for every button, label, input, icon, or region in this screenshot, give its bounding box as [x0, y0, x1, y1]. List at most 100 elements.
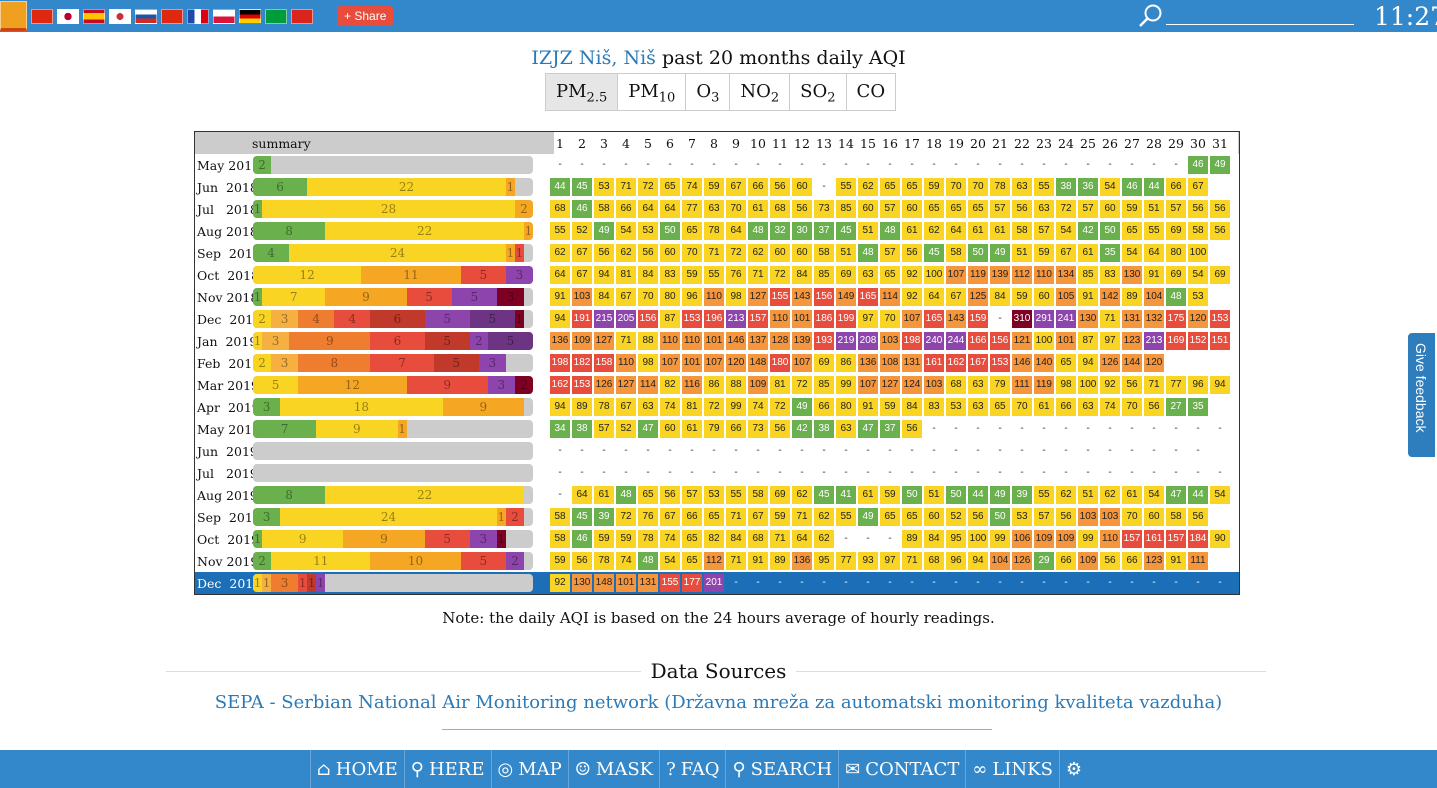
tab-o3[interactable]: O3 — [685, 74, 730, 110]
day-empty: - — [1130, 467, 1134, 478]
korea-flag-icon[interactable] — [109, 8, 131, 24]
nav-search[interactable]: ⚲ SEARCH — [725, 750, 838, 788]
give-feedback-button[interactable]: Give feedback — [1406, 331, 1437, 459]
summary-segment: 1 — [307, 574, 317, 592]
day-empty: - — [822, 159, 826, 170]
nav-contact[interactable]: ✉ CONTACT — [838, 750, 965, 788]
day-empty: - — [580, 467, 584, 478]
day-empty: - — [1130, 423, 1134, 434]
france-flag-icon[interactable] — [187, 8, 209, 24]
source-link[interactable]: SEPA - Serbian National Air Monitoring n… — [214, 692, 1223, 713]
russia-flag-icon[interactable] — [135, 8, 157, 24]
tab-so2[interactable]: SO2 — [789, 74, 846, 110]
day-aqi-cell: 60 — [1034, 288, 1054, 306]
month-row[interactable]: Mar 2019 5 12 9 3 2 162 153 126 127 114 82 116 86 88 10… — [195, 374, 1239, 396]
home-flag-icon[interactable] — [0, 1, 27, 31]
summary-segment: 22 — [325, 222, 524, 240]
search-icon[interactable] — [1138, 3, 1164, 29]
nav-mask[interactable]: ☺ MASK — [567, 750, 659, 788]
summary-segment: 2 — [514, 376, 533, 394]
month-row[interactable]: Dec 2018 2 3 4 4 6 5 5 1 94 191 215 205 156 87 153 196 21… — [195, 308, 1239, 330]
day-empty: - — [602, 159, 606, 170]
month-row[interactable]: Jun 2018 6 22 1 44 45 53 71 72 65 74 59 67 66 56 60-55 6… — [195, 176, 1239, 198]
spain-flag-icon[interactable] — [83, 8, 105, 24]
day-empty: - — [756, 467, 760, 478]
month-row[interactable]: Nov 2019 2 11 10 5 2 59 56 78 74 48 54 65 112 71 91 89 13… — [195, 550, 1239, 572]
month-row[interactable]: May 2019 7 9 1 34 38 57 52 47 60 61 79 66 73 56 42 38 63 4… — [195, 418, 1239, 440]
month-row[interactable]: Jun 2019 - - - - - - - - - - - - - - - - - - - - - - - - - - - - - - — [195, 440, 1239, 462]
day-empty: - — [668, 445, 672, 456]
day-aqi-cell: 137 — [748, 332, 768, 350]
month-row[interactable]: Jul 2018 1 28 2 68 46 58 66 64 64 77 63 70 61 68 56 73 85… — [195, 198, 1239, 220]
month-row[interactable]: Oct 2019 1 9 9 5 3 1 58 46 59 59 78 74 65 82 84 68 71 64 62… — [195, 528, 1239, 550]
month-row[interactable]: Dec 2019 1 1 3 1 1 1 92 130 148 101 131 155 177 201- - -… — [195, 572, 1239, 594]
day-empty: - — [866, 159, 870, 170]
brazil-flag-icon[interactable] — [265, 8, 287, 24]
day-aqi-cell: 156 — [814, 288, 834, 306]
month-row[interactable]: Jan 2019 1 3 9 6 5 2 5 136 109 127 71 88 110 110 101 146… — [195, 330, 1239, 352]
china-flag-icon[interactable] — [31, 8, 53, 24]
day-number: 13 — [816, 136, 832, 151]
day-aqi-cell: 149 — [836, 288, 856, 306]
day-aqi-cell: 99 — [990, 530, 1010, 548]
day-aqi-cell: 56 — [1210, 200, 1230, 218]
summary-segment: 6 — [253, 178, 308, 196]
month-row[interactable]: Sep 2018 4 24 1 1 62 67 56 62 56 60 70 71 72 62 60 60 58 5… — [195, 242, 1239, 264]
month-row[interactable]: Aug 2019 8 22-64 61 48 65 56 57 53 55 58 69 62 45 41 61… — [195, 484, 1239, 506]
month-row[interactable]: Jul 2019 - - - - - - - - - - - - - - - - - - - - - - - - - - - - - - - — [195, 462, 1239, 484]
nav-settings[interactable]: ⚙ — [1058, 750, 1093, 788]
day-aqi-cell: 213 — [726, 310, 746, 328]
day-aqi-cell: 130 — [572, 574, 592, 592]
nav-here[interactable]: ⚲ HERE — [403, 750, 491, 788]
month-row[interactable]: Sep 2019 3 24 1 2 58 45 39 72 76 67 66 65 71 67 59 71 62 5… — [195, 506, 1239, 528]
month-row[interactable]: Nov 2018 1 7 9 5 5 3 91 103 84 67 70 80 96 110 98 127 155… — [195, 286, 1239, 308]
tab-pm25[interactable]: PM2.5 — [546, 74, 618, 110]
poland-flag-icon[interactable] — [213, 8, 235, 24]
day-aqi-cell: 59 — [550, 552, 570, 570]
search-input[interactable] — [1166, 24, 1354, 25]
day-empty: - — [1218, 423, 1222, 434]
station-link[interactable]: IZJZ Niš, Niš — [531, 47, 656, 69]
day-aqi-cell: 71 — [726, 552, 746, 570]
day-aqi-cell: 38 — [572, 420, 592, 438]
nav-map[interactable]: ◎ MAP — [490, 750, 568, 788]
summary-segment: 10 — [370, 552, 461, 570]
day-aqi-cell: 110 — [704, 288, 724, 306]
day-aqi-cell: 60 — [902, 200, 922, 218]
month-row[interactable]: Aug 2018 8 22 1 55 52 49 54 53 50 65 78 64 48 32 30 37 45… — [195, 220, 1239, 242]
day-aqi-cell: 103 — [880, 332, 900, 350]
month-row[interactable]: Oct 2018 12 11 5 3 64 67 94 81 84 83 59 55 76 71 72 84 85… — [195, 264, 1239, 286]
nav-home[interactable]: ⌂ HOME — [310, 750, 404, 788]
faq-icon: ? — [666, 758, 676, 780]
day-aqi-cell: 166 — [968, 332, 988, 350]
day-aqi-cell: 125 — [968, 288, 988, 306]
tab-pm10[interactable]: PM10 — [617, 74, 686, 110]
day-empty: - — [1020, 159, 1024, 170]
nav-links[interactable]: ∞ LINKS — [965, 750, 1059, 788]
vietnam-flag-icon[interactable] — [291, 8, 313, 24]
day-aqi-cell: 108 — [880, 354, 900, 372]
month-row[interactable]: May 2018 2 - - - - - - - - - - - - - - - - - - - - - - - - - - - - - 46… — [195, 154, 1239, 176]
day-aqi-cell: 65 — [880, 508, 900, 526]
day-aqi-cell: 61 — [682, 420, 702, 438]
summary-segment: 12 — [253, 266, 362, 284]
day-aqi-cell: 48 — [748, 222, 768, 240]
day-aqi-cell: 104 — [990, 552, 1010, 570]
nav-label: SEARCH — [750, 758, 833, 780]
nav-faq[interactable]: ? FAQ — [659, 750, 725, 788]
month-row[interactable]: Apr 2019 3 18 9 94 89 78 67 63 74 81 72 99 74 72 49 66 80… — [195, 396, 1239, 418]
month-row[interactable]: Feb 2019 2 3 8 7 5 3 198 182 158 110 98 107 101 107 120… — [195, 352, 1239, 374]
day-aqi-cell: 59 — [616, 530, 636, 548]
day-aqi-cell: 47 — [638, 420, 658, 438]
japan-flag-icon[interactable] — [57, 8, 79, 24]
germany-flag-icon[interactable] — [239, 8, 261, 24]
day-aqi-cell: 63 — [858, 266, 878, 284]
day-aqi-cell: 42 — [1078, 222, 1098, 240]
tab-no2[interactable]: NO2 — [729, 74, 790, 110]
summary-segment: 9 — [289, 332, 371, 350]
day-aqi-cell: 60 — [792, 178, 812, 196]
hongkong-flag-icon[interactable] — [161, 8, 183, 24]
share-button[interactable]: + Share — [337, 6, 394, 26]
tab-co[interactable]: CO — [845, 74, 896, 110]
